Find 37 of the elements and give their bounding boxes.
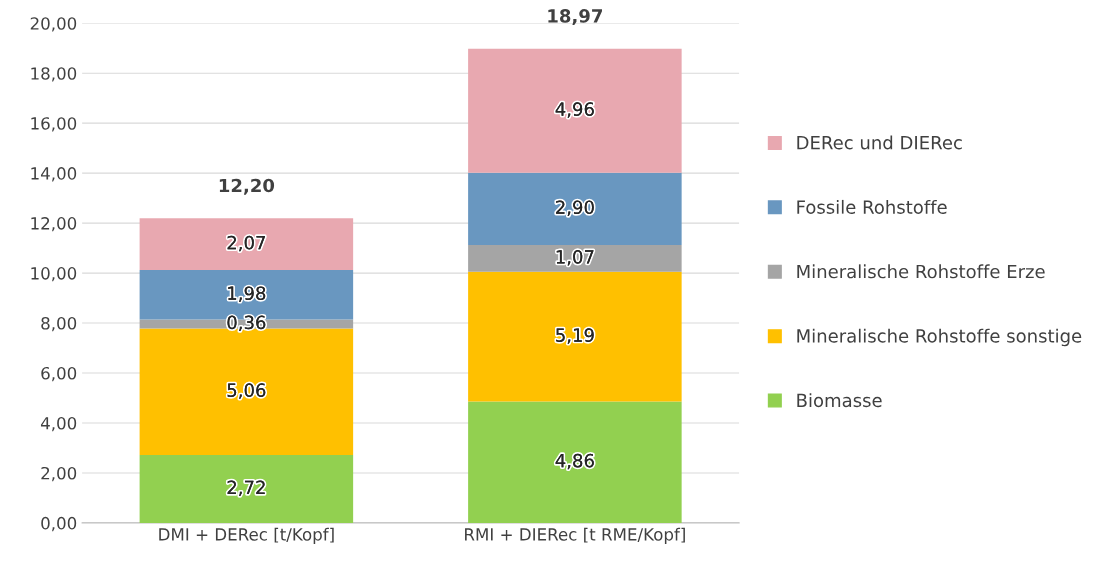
data-label: 4,96 [555, 102, 594, 118]
y-tick-label: 2,00 [41, 466, 77, 482]
bar [468, 401, 682, 523]
bar [468, 48, 682, 173]
data-label: 1,98 [228, 286, 266, 302]
data-label: 2,90 [556, 200, 594, 216]
y-tick-label: 18,00 [31, 67, 77, 82]
x-tick-label: RMI + DIERec [t RME/Kopf] [465, 527, 685, 544]
y-tick-label: 4,00 [40, 416, 77, 432]
bar [468, 245, 682, 272]
y-tick-label: 10,00 [31, 267, 77, 282]
x-tick-label: DMI + DERec [t/Kopf] [159, 527, 334, 544]
y-tick-label: 8,00 [41, 317, 77, 332]
bar [139, 218, 354, 271]
data-label: 5,06 [227, 383, 266, 399]
legend-label: Biomasse [797, 393, 882, 408]
legend-label: DERec und DIERec [797, 135, 962, 150]
y-tick-label: 12,00 [31, 217, 77, 232]
legend-label: Mineralische Rohstoffe sonstige [797, 328, 1082, 347]
y-tick-label: 6,00 [41, 366, 77, 382]
data-label: 5,19 [556, 328, 594, 344]
bar [468, 271, 682, 402]
data-label: 2,07 [227, 235, 265, 252]
bar [468, 172, 682, 246]
data-label: 4,86 [555, 453, 594, 470]
total-label: 18,97 [548, 9, 602, 26]
bar [139, 454, 354, 523]
legend-label: Mineralische Rohstoffe Erze [797, 264, 1045, 279]
y-tick-label: 16,00 [31, 117, 77, 132]
y-tick-label: 0,00 [41, 516, 77, 532]
legend-label: Fossile Rohstoffe [797, 199, 947, 214]
data-label: 1,07 [556, 250, 594, 266]
total-label: 12,20 [219, 178, 275, 195]
data-label: 2,72 [227, 480, 265, 496]
y-tick-label: 14,00 [31, 167, 77, 182]
data-label: 0,36 [227, 315, 266, 332]
y-tick-label: 20,00 [30, 17, 77, 32]
